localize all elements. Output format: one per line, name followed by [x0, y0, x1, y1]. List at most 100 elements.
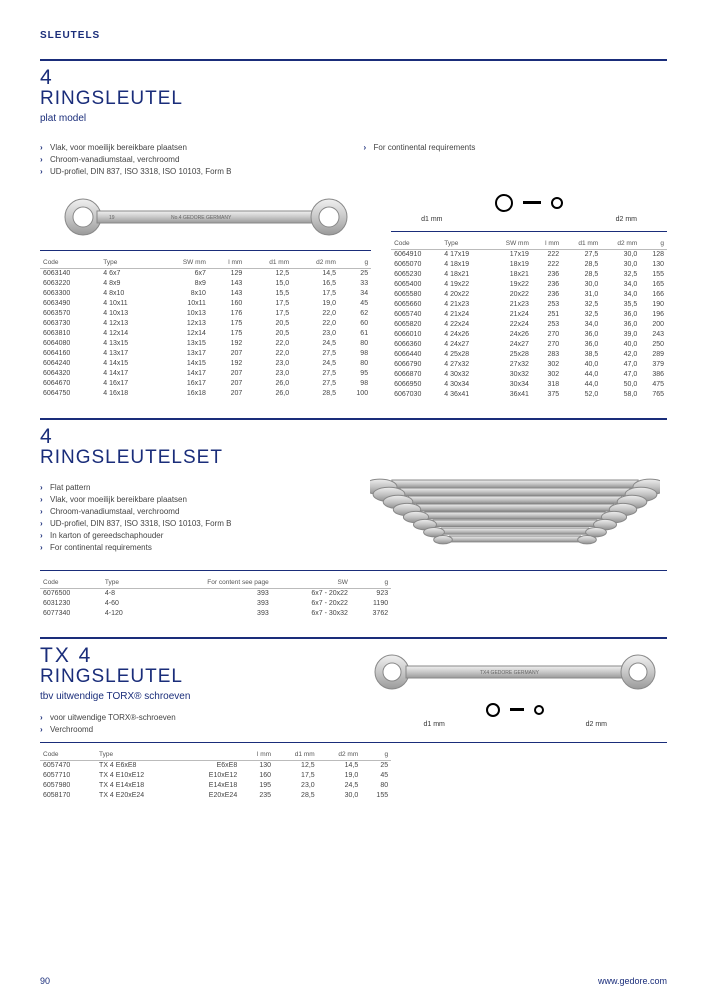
cell: 27,5	[292, 379, 339, 389]
cell: 4 21x24	[441, 310, 488, 320]
wrench-set-illustration	[370, 474, 660, 564]
bullet-item: Chroom-vanadiumstaal, verchroomd	[40, 154, 344, 166]
cell: 44,0	[562, 380, 601, 390]
cell: 6063730	[40, 319, 100, 329]
cell: 4 19x22	[441, 280, 488, 290]
cell: 17,5	[245, 299, 292, 309]
cell: 22,0	[245, 339, 292, 349]
cell: 6057980	[40, 781, 96, 791]
cell: 4 6x7	[100, 268, 156, 279]
col-header: d2 mm	[292, 257, 339, 269]
cell: 270	[532, 330, 562, 340]
col-header: Code	[40, 577, 102, 589]
cell: 165	[640, 280, 667, 290]
cell: 6x7 - 20x22	[272, 599, 351, 609]
cell: 243	[640, 330, 667, 340]
col-header: l mm	[532, 238, 562, 250]
cell: 45	[361, 771, 391, 781]
cell: 143	[209, 279, 245, 289]
cell: 4 13x17	[100, 349, 156, 359]
cell: 129	[209, 268, 245, 279]
bullet-item: In karton of gereedschaphouder	[40, 530, 344, 542]
cell: 47,0	[601, 360, 640, 370]
cell: 13x17	[156, 349, 209, 359]
table-row: 6057710TX 4 E10xE12E10xE1216017,519,045	[40, 771, 391, 781]
col-header: SW mm	[488, 238, 532, 250]
bullet-list-right: For continental requirements	[364, 142, 668, 154]
spec-table: CodeTypeFor content see pageSWg 60765004…	[40, 577, 391, 619]
cell: 28,5	[292, 389, 339, 399]
table-row: 60635704 10x1310x1317617,522,062	[40, 309, 371, 319]
cell: 6076500	[40, 588, 102, 599]
col-header: Code	[391, 238, 441, 250]
cell: 4 36x41	[441, 390, 488, 400]
cell: 17x19	[488, 249, 532, 260]
cell: 4 12x13	[100, 319, 156, 329]
spec-table-left: CodeTypeSW mml mmd1 mmd2 mmg 60631404 6x…	[40, 257, 371, 399]
divider	[40, 637, 667, 639]
table-row: 60663604 24x2724x2727036,040,0250	[391, 340, 667, 350]
cell: 80	[361, 781, 391, 791]
table-row: 60664404 25x2825x2828338,542,0289	[391, 350, 667, 360]
cell: 4 14x17	[100, 369, 156, 379]
table-row: 60656604 21x2321x2325332,535,5190	[391, 300, 667, 310]
divider-thin	[40, 570, 667, 571]
cell: 40,0	[601, 340, 640, 350]
ring-icon	[495, 194, 513, 212]
cell: E10xE12	[182, 771, 240, 781]
cell: 19,0	[318, 771, 362, 781]
cell: 4 10x13	[100, 309, 156, 319]
size-labels: d1 mm d2 mm	[391, 216, 667, 223]
table-row: 60643204 14x1714x1720723,027,595	[40, 369, 371, 379]
col-header: g	[339, 257, 371, 269]
cell: 30,0	[601, 249, 640, 260]
cell: 30,0	[562, 280, 601, 290]
cell: 4-8	[102, 588, 146, 599]
cell: 15,0	[245, 279, 292, 289]
cell: 207	[209, 379, 245, 389]
cell: 4-60	[102, 599, 146, 609]
col-header: Type	[102, 577, 146, 589]
cell: 6065230	[391, 270, 441, 280]
cell: 52,0	[562, 390, 601, 400]
cell: 16x18	[156, 389, 209, 399]
cell: 6065660	[391, 300, 441, 310]
cell: 23,0	[292, 329, 339, 339]
cell: 6064160	[40, 349, 100, 359]
product-subtitle: tbv uitwendige TORX® schroeven	[40, 691, 344, 702]
col-header: d2 mm	[601, 238, 640, 250]
cell: 160	[209, 299, 245, 309]
col-header: Code	[40, 257, 100, 269]
cell: 8x10	[156, 289, 209, 299]
cell: 175	[209, 319, 245, 329]
cell: 289	[640, 350, 667, 360]
col-header: SW	[272, 577, 351, 589]
cell: 42,0	[601, 350, 640, 360]
col-header: Type	[100, 257, 156, 269]
cell: 236	[532, 280, 562, 290]
wrench-illustration: 19 No.4 GEDORE GERMANY	[61, 192, 351, 242]
cell: 32,5	[562, 310, 601, 320]
cell: 26,0	[245, 379, 292, 389]
table-row: 60658204 22x2422x2425334,036,0200	[391, 320, 667, 330]
table-row: 60642404 14x1514x1519223,024,580	[40, 359, 371, 369]
cell: 60	[339, 319, 371, 329]
table-row: 60638104 12x1412x1417520,523,061	[40, 329, 371, 339]
cell: 130	[640, 260, 667, 270]
col-header: d1 mm	[245, 257, 292, 269]
cell: 6064240	[40, 359, 100, 369]
bullet-item: voor uitwendige TORX®-schroeven	[40, 712, 344, 724]
cell: 33	[339, 279, 371, 289]
cell: 379	[640, 360, 667, 370]
cell: 923	[351, 588, 391, 599]
model-number: 4	[40, 67, 667, 89]
cell: 34,0	[601, 290, 640, 300]
col-header: SW mm	[156, 257, 209, 269]
cell: 6064670	[40, 379, 100, 389]
dash-icon	[510, 708, 524, 711]
cell: 35,5	[601, 300, 640, 310]
bullet-item: Chroom-vanadiumstaal, verchroomd	[40, 506, 344, 518]
cell: 47,0	[601, 370, 640, 380]
cell: E20xE24	[182, 791, 240, 801]
table-row: 60650704 18x1918x1922228,530,0130	[391, 260, 667, 270]
